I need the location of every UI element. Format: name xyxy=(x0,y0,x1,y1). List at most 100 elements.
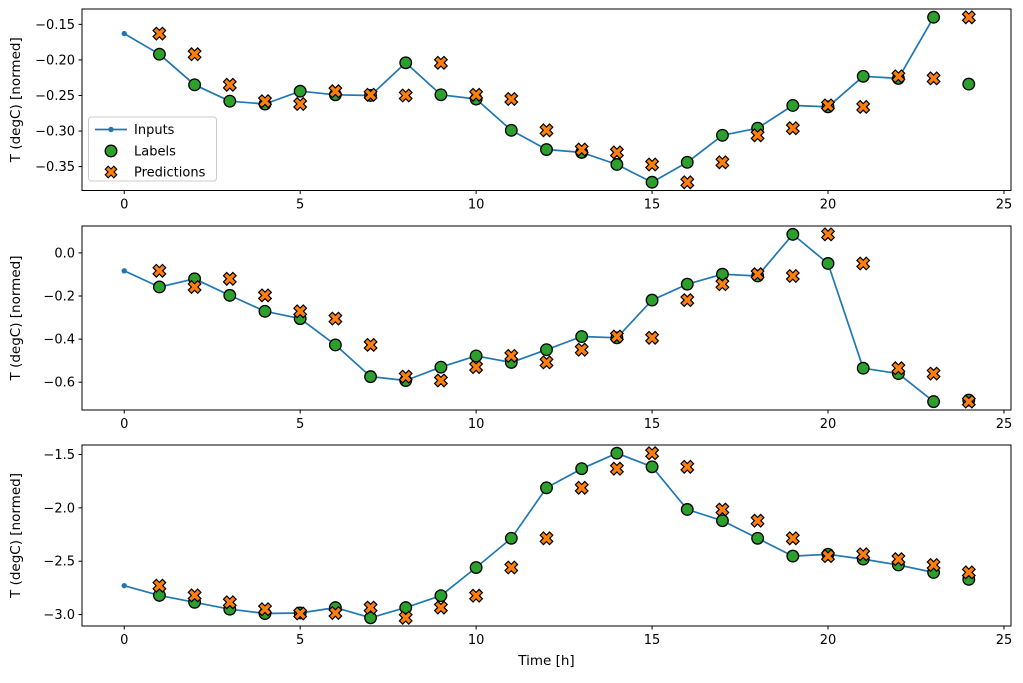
input-point-marker xyxy=(121,30,127,37)
prediction-marker xyxy=(820,548,836,564)
prediction-marker xyxy=(293,304,308,319)
x-tick-label: 15 xyxy=(644,633,661,648)
prediction-marker xyxy=(891,361,906,376)
prediction-marker xyxy=(680,175,695,190)
x-tick-label: 15 xyxy=(644,417,661,432)
label-marker xyxy=(680,503,694,516)
label-marker xyxy=(434,589,448,603)
prediction-marker xyxy=(187,279,202,295)
prediction-marker xyxy=(152,263,167,278)
y-tick-label: −1.5 xyxy=(43,448,75,463)
x-tick-label: 0 xyxy=(120,633,128,648)
prediction-marker xyxy=(468,588,484,603)
prediction-marker xyxy=(257,288,273,303)
label-marker xyxy=(504,123,518,137)
input-point-marker xyxy=(121,268,127,274)
subplot-2: 0 5 10 15 20 25 0.0 −0.2 −0.4 −0.6 T (degC) [norme… xyxy=(8,225,1012,432)
label-marker xyxy=(575,330,589,343)
labels-circle-icon xyxy=(104,144,118,158)
subplot-1: 0 5 10 15 20 25 −0.15 −0.20 −0.25 −0.30 −0.35 T (de… xyxy=(8,8,1012,213)
y-tick-label: −0.25 xyxy=(35,89,75,104)
label-marker xyxy=(962,77,976,91)
prediction-marker xyxy=(961,394,976,409)
label-marker xyxy=(680,277,694,291)
prediction-marker xyxy=(398,369,413,384)
y-tick-label: −3.0 xyxy=(43,608,75,623)
x-tick-label: 20 xyxy=(820,417,837,432)
prediction-marker xyxy=(222,271,237,286)
prediction-marker xyxy=(433,373,449,388)
prediction-marker xyxy=(961,565,976,580)
prediction-marker xyxy=(856,256,871,271)
legend-label-labels: Labels xyxy=(134,145,176,160)
prediction-marker xyxy=(504,91,519,107)
prediction-marker xyxy=(328,605,343,621)
label-marker xyxy=(434,88,448,102)
prediction-marker xyxy=(715,155,730,170)
y-tick-label: −0.35 xyxy=(35,160,75,175)
axes-frame xyxy=(81,444,1012,627)
prediction-marker xyxy=(504,560,519,575)
prediction-marker xyxy=(363,87,378,102)
prediction-marker xyxy=(504,348,519,364)
prediction-marker xyxy=(398,88,413,103)
prediction-marker xyxy=(468,87,484,102)
prediction-marker xyxy=(328,84,343,99)
label-marker xyxy=(223,288,237,302)
label-marker xyxy=(856,69,870,83)
prediction-marker xyxy=(433,600,449,615)
x-axis-label: Time [h] xyxy=(517,653,574,669)
prediction-marker xyxy=(680,292,695,308)
axes-frame xyxy=(81,8,1012,191)
input-point-marker xyxy=(121,582,127,589)
label-marker xyxy=(786,98,800,112)
label-marker xyxy=(715,267,729,281)
x-tick-label: 0 xyxy=(120,417,128,432)
x-tick-label: 20 xyxy=(820,633,837,648)
subplot-3: 0 5 10 15 20 25 −1.5 −2.0 −2.5 −3.0 T (degC) [norm… xyxy=(8,444,1012,669)
label-marker xyxy=(223,94,237,108)
label-marker xyxy=(751,531,765,545)
label-marker xyxy=(927,395,941,409)
prediction-marker xyxy=(257,94,273,109)
y-tick-label: 0.0 xyxy=(54,246,75,261)
label-marker xyxy=(645,175,659,189)
label-marker xyxy=(786,549,800,563)
label-marker xyxy=(715,128,729,142)
label-marker xyxy=(469,349,483,363)
x-tick-label: 20 xyxy=(820,198,837,213)
label-marker xyxy=(258,304,272,318)
prediction-marker xyxy=(961,10,976,25)
label-marker xyxy=(540,143,553,156)
prediction-marker xyxy=(644,330,660,345)
prediction-marker xyxy=(539,123,554,138)
label-marker xyxy=(540,343,553,357)
prediction-marker xyxy=(222,77,237,92)
x-tick-label: 5 xyxy=(296,417,304,432)
x-tick-label: 25 xyxy=(996,417,1013,432)
label-marker xyxy=(293,84,307,98)
prediction-marker xyxy=(856,547,871,562)
label-marker xyxy=(645,293,659,307)
prediction-marker xyxy=(328,311,343,326)
prediction-marker xyxy=(574,142,589,157)
x-tick-label: 10 xyxy=(468,633,485,648)
prediction-marker xyxy=(785,268,800,284)
y-axis-label: T (degC) [normed] xyxy=(8,256,24,382)
y-tick-label: −0.4 xyxy=(43,333,75,348)
label-marker xyxy=(575,462,589,476)
y-axis-label: T (degC) [normed] xyxy=(8,37,24,163)
prediction-marker xyxy=(222,595,237,610)
prediction-marker xyxy=(574,480,589,495)
prediction-marker xyxy=(574,342,589,357)
y-tick-label: −0.6 xyxy=(43,376,75,391)
prediction-marker xyxy=(187,588,202,603)
prediction-marker xyxy=(152,26,167,41)
label-marker xyxy=(927,10,941,24)
x-tick-label: 25 xyxy=(996,633,1013,648)
label-marker xyxy=(821,257,835,270)
prediction-marker xyxy=(609,329,625,344)
prediction-marker xyxy=(926,557,941,573)
y-axis-label: T (degC) [normed] xyxy=(8,473,24,599)
